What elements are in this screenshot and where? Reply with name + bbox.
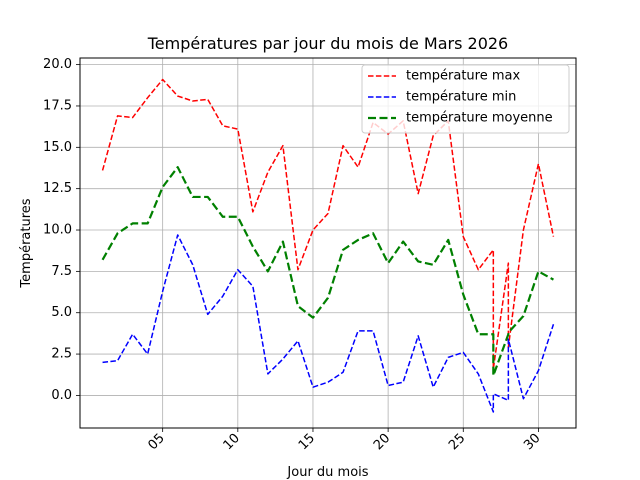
legend-label: température max (406, 69, 520, 84)
legend-label: température moyenne (406, 111, 553, 126)
chart-title: Températures par jour du mois de Mars 20… (147, 34, 508, 53)
plot-frame (79, 57, 577, 429)
x-axis-label: Jour du mois (286, 465, 368, 480)
y-tick-label: 15.0 (43, 140, 72, 155)
y-tick-label: 0.0 (51, 388, 72, 403)
legend: température max température min températur… (361, 64, 570, 134)
y-tick-label: 12.5 (43, 181, 72, 196)
y-axis-label: Températures (19, 198, 34, 288)
y-tick-label: 2.5 (51, 347, 72, 362)
legend-label: température min (406, 90, 516, 105)
legend-box (361, 64, 570, 134)
y-tick-label: 5.0 (51, 305, 72, 320)
series-line-3 (101, 166, 554, 377)
series-line-2 (102, 234, 555, 413)
series-line-1 (101, 78, 555, 370)
axis-ticks: 05 10 15 20 25 300.02.55.07.510.012.515.017.5… (43, 57, 544, 453)
y-tick-label: 20.0 (43, 57, 72, 72)
y-tick-label: 17.5 (43, 98, 72, 113)
y-tick-label: 7.5 (51, 264, 72, 279)
series-lines (101, 78, 555, 413)
y-tick-label: 10.0 (43, 223, 72, 238)
